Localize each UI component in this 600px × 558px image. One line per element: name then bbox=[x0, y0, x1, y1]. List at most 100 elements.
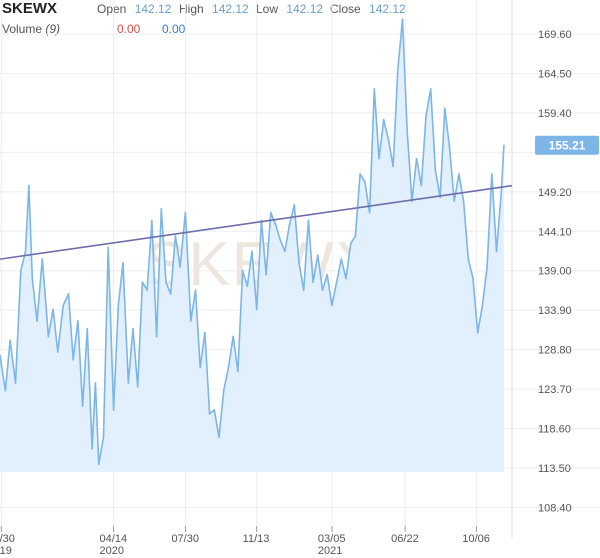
data-point bbox=[368, 211, 371, 214]
data-point bbox=[429, 88, 432, 90]
data-point bbox=[19, 269, 22, 272]
data-point bbox=[179, 266, 182, 268]
volume-indicator: Volume (9) bbox=[2, 22, 60, 36]
y-tick-label: 123.70 bbox=[538, 384, 572, 396]
data-point bbox=[169, 293, 172, 295]
high-value: 142.12 bbox=[212, 2, 249, 16]
data-point bbox=[354, 235, 357, 237]
data-point bbox=[94, 382, 97, 384]
data-point bbox=[269, 211, 272, 214]
y-tick-label: 113.50 bbox=[538, 463, 571, 475]
data-point bbox=[81, 405, 84, 407]
data-point bbox=[28, 184, 30, 187]
data-point bbox=[284, 250, 286, 253]
open-label: Open bbox=[97, 2, 127, 16]
x-tick-label: 04/14 bbox=[100, 533, 128, 545]
data-point bbox=[136, 385, 139, 388]
data-point bbox=[218, 436, 220, 438]
data-point bbox=[102, 436, 105, 438]
data-point bbox=[41, 258, 44, 260]
data-point bbox=[86, 327, 89, 330]
data-point bbox=[52, 308, 54, 311]
data-point bbox=[251, 250, 253, 253]
data-point bbox=[373, 88, 376, 90]
data-point bbox=[141, 281, 144, 284]
data-point bbox=[481, 304, 484, 307]
data-point bbox=[392, 165, 394, 168]
data-point bbox=[326, 273, 329, 276]
data-point bbox=[279, 238, 282, 241]
y-tick-label: 159.40 bbox=[538, 108, 572, 120]
data-point bbox=[458, 173, 460, 175]
volume-label: Volume bbox=[2, 22, 43, 36]
data-point bbox=[246, 285, 249, 288]
data-point bbox=[36, 320, 38, 322]
y-tick-label: 108.40 bbox=[538, 502, 572, 514]
data-point bbox=[77, 320, 79, 322]
data-point bbox=[307, 219, 310, 222]
last-price-badge-bg bbox=[535, 135, 599, 155]
data-point bbox=[160, 208, 163, 210]
data-point bbox=[472, 277, 474, 280]
data-point bbox=[112, 409, 115, 411]
trendline[interactable] bbox=[0, 184, 513, 260]
series-area-fill bbox=[0, 19, 504, 473]
series-line[interactable] bbox=[0, 18, 505, 465]
data-point bbox=[241, 269, 244, 272]
x-tick-label: 06/22 bbox=[391, 533, 419, 545]
data-point bbox=[146, 289, 149, 291]
data-point bbox=[24, 250, 27, 253]
data-point bbox=[132, 327, 134, 330]
data-point bbox=[396, 68, 399, 71]
volume-period: (9) bbox=[45, 22, 61, 36]
data-point bbox=[316, 254, 319, 257]
data-point bbox=[208, 412, 211, 415]
data-point bbox=[335, 281, 338, 284]
data-point bbox=[265, 273, 267, 276]
y-tick-label: 164.50 bbox=[538, 68, 572, 80]
data-point bbox=[340, 258, 343, 260]
data-point bbox=[293, 204, 296, 206]
x-tick-label: 10/30 bbox=[0, 533, 15, 545]
volume-value-1: 0.00 bbox=[117, 22, 141, 36]
y-tick-label: 169.60 bbox=[538, 29, 572, 41]
data-point bbox=[425, 115, 427, 117]
data-point bbox=[184, 211, 187, 214]
data-point bbox=[232, 335, 235, 338]
data-point bbox=[382, 119, 385, 121]
x-tick-label: 07/30 bbox=[171, 533, 199, 545]
data-point bbox=[420, 184, 423, 187]
x-tick-year: 2021 bbox=[318, 545, 342, 557]
data-point bbox=[9, 339, 12, 342]
trendline-layer[interactable] bbox=[0, 184, 513, 260]
data-point bbox=[500, 192, 503, 195]
data-point bbox=[476, 331, 479, 334]
data-point bbox=[331, 304, 333, 307]
data-point bbox=[122, 262, 124, 264]
close-label: Close bbox=[330, 2, 361, 16]
data-point bbox=[321, 289, 324, 291]
data-point bbox=[189, 320, 192, 322]
data-point bbox=[364, 180, 366, 183]
data-point bbox=[453, 200, 456, 203]
data-point bbox=[62, 304, 65, 307]
data-point bbox=[302, 289, 305, 291]
data-point bbox=[486, 266, 488, 268]
y-tick-label: 128.80 bbox=[538, 345, 572, 357]
data-point bbox=[288, 223, 291, 226]
data-point bbox=[174, 235, 177, 237]
data-point bbox=[213, 409, 216, 411]
data-point bbox=[237, 370, 239, 373]
data-point bbox=[165, 281, 167, 284]
data-point bbox=[4, 389, 7, 392]
x-tick-year: 2020 bbox=[100, 545, 124, 557]
data-point bbox=[67, 293, 70, 295]
data-point bbox=[127, 382, 130, 384]
data-point bbox=[0, 354, 1, 357]
data-point bbox=[312, 281, 314, 284]
x-tick-label: 10/06 bbox=[462, 533, 490, 545]
x-tick-year: 2019 bbox=[0, 545, 12, 557]
symbol-title: SKEWX bbox=[2, 0, 58, 17]
